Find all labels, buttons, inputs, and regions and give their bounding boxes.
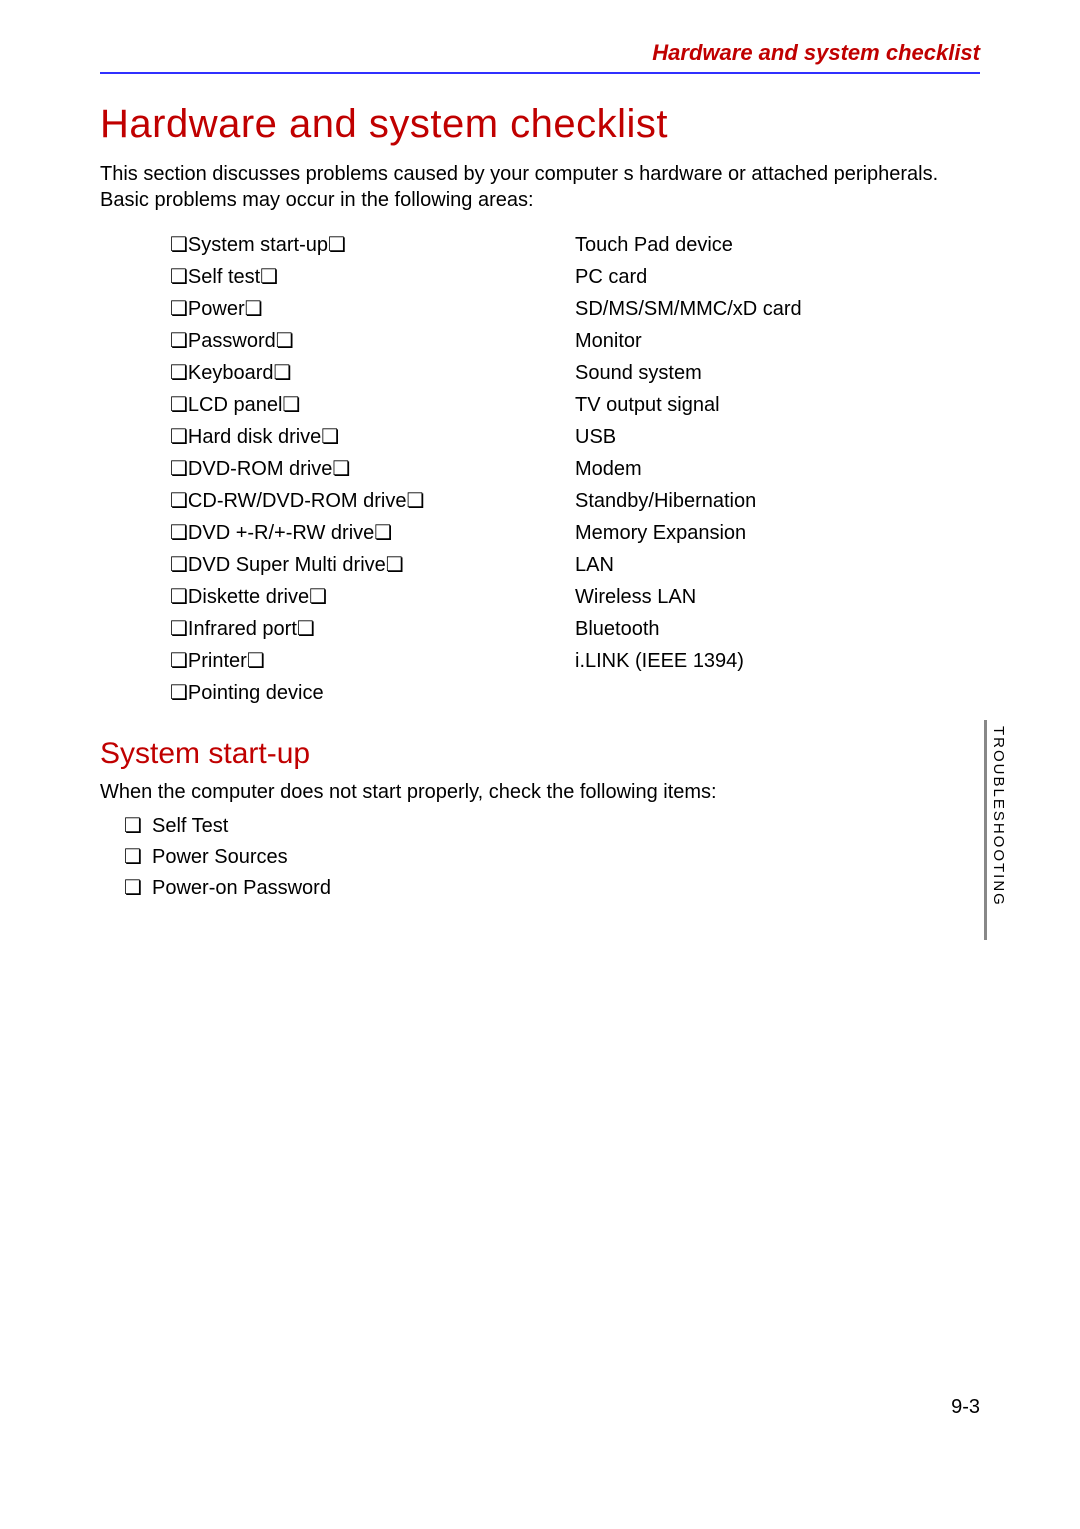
section-bullets: ❏Self Test❏Power Sources❏Power-on Passwo… [100, 811, 980, 904]
checklist-item: ❏DVD +-R/+-RW drive❏ [170, 517, 575, 549]
checklist-item: Modem [575, 453, 980, 485]
checklist-item: Wireless LAN [575, 581, 980, 613]
checklist-item: Touch Pad device [575, 229, 980, 261]
checklist-column-left: ❏System start-up❏❏Self test❏❏Power❏❏Pass… [170, 229, 575, 709]
bullet-item: ❏Power Sources [124, 842, 980, 873]
bullet-item: ❏Self Test [124, 811, 980, 842]
checklist-item: ❏DVD Super Multi drive❏ [170, 549, 575, 581]
checklist-item: ❏System start-up❏ [170, 229, 575, 261]
checklist-item: Bluetooth [575, 613, 980, 645]
page: Hardware and system checklist Hardware a… [0, 0, 1080, 1529]
checklist-item: ❏Pointing device [170, 677, 575, 709]
checklist-item: ❏Power❏ [170, 293, 575, 325]
bullet-label: Power-on Password [152, 877, 331, 899]
bullet-label: Self Test [152, 815, 228, 837]
checkbox-icon: ❏ [124, 842, 152, 873]
checklist-item: Memory Expansion [575, 517, 980, 549]
checklist-item: USB [575, 421, 980, 453]
checklist-item: ❏DVD-ROM drive❏ [170, 453, 575, 485]
checklist-item: LAN [575, 549, 980, 581]
checkbox-icon: ❏ [124, 811, 152, 842]
checklist-item: ❏Keyboard❏ [170, 357, 575, 389]
checkbox-icon: ❏ [124, 873, 152, 904]
checklist-item: ❏LCD panel❏ [170, 389, 575, 421]
page-title: Hardware and system checklist [100, 102, 980, 147]
checklist-item: ❏Password❏ [170, 325, 575, 357]
side-tab: TROUBLESHOOTING [984, 720, 1010, 940]
checklist-item: Sound system [575, 357, 980, 389]
checklist-item: ❏Self test❏ [170, 261, 575, 293]
checklist-item: ❏Infrared port❏ [170, 613, 575, 645]
checklist-item: ❏CD-RW/DVD-ROM drive❏ [170, 485, 575, 517]
section-body: When the computer does not start properl… [100, 779, 980, 805]
bullet-item: ❏Power-on Password [124, 873, 980, 904]
checklist-item: i.LINK (IEEE 1394) [575, 645, 980, 677]
bullet-label: Power Sources [152, 846, 288, 868]
checklist-column-right: Touch Pad devicePC cardSD/MS/SM/MMC/xD c… [575, 229, 980, 709]
page-number: 9-3 [951, 1396, 980, 1419]
checklist-item: Standby/Hibernation [575, 485, 980, 517]
side-tab-label: TROUBLESHOOTING [990, 720, 1007, 907]
intro-paragraph: This section discusses problems caused b… [100, 161, 980, 213]
checklist-item: PC card [575, 261, 980, 293]
section-heading-system-startup: System start-up [100, 737, 980, 771]
checklist-item: Monitor [575, 325, 980, 357]
checklist-item: TV output signal [575, 389, 980, 421]
checklist-columns: ❏System start-up❏❏Self test❏❏Power❏❏Pass… [100, 229, 980, 709]
checklist-item: ❏Hard disk drive❏ [170, 421, 575, 453]
checklist-item: ❏Diskette drive❏ [170, 581, 575, 613]
checklist-item: ❏Printer❏ [170, 645, 575, 677]
running-header: Hardware and system checklist [100, 40, 980, 74]
checklist-item: SD/MS/SM/MMC/xD card [575, 293, 980, 325]
